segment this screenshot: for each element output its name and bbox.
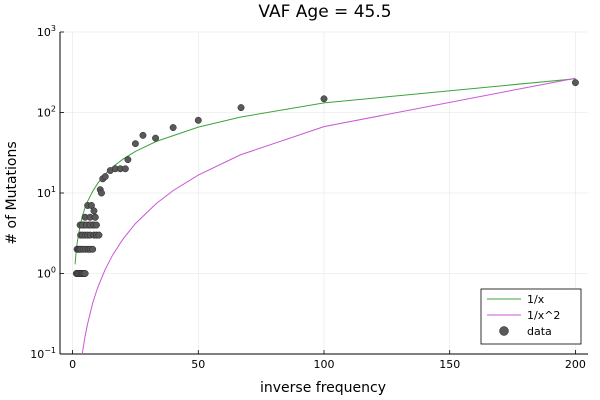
data-point [81, 270, 89, 277]
legend-box [480, 288, 582, 345]
y-tick-label: 102 [37, 105, 56, 120]
data-point [169, 124, 177, 132]
legend-label-1-x-2: 1/x^2 [527, 309, 560, 322]
data-point [121, 165, 129, 173]
data-point [139, 131, 147, 139]
data-point [131, 140, 139, 148]
data-point [90, 207, 98, 215]
y-tick-label: 100 [37, 266, 56, 281]
y-tick-label: 101 [37, 185, 56, 200]
data-point [571, 79, 579, 87]
data-point [237, 104, 245, 112]
data-point [124, 156, 132, 164]
series-line-1-x-2 [81, 77, 576, 354]
y-tick-label: 103 [37, 24, 56, 39]
x-tick-label: 200 [565, 358, 586, 371]
x-tick-label: 150 [439, 358, 460, 371]
x-tick-label: 0 [69, 358, 76, 371]
data-point [194, 116, 202, 124]
data-point [152, 134, 159, 142]
legend-swatch-data [499, 326, 509, 336]
data-point [320, 95, 328, 103]
data-point [98, 189, 105, 197]
legend: 1/x 1/x^2 data [480, 288, 582, 345]
axes: 0 50 100 150 200 10−1 100 101 102 103 [30, 24, 588, 371]
x-tick-label: 100 [314, 358, 335, 371]
legend-label-1-x: 1/x [527, 293, 545, 306]
y-tick-label: 10−1 [30, 346, 56, 361]
data-point [89, 245, 97, 253]
data-point [91, 213, 99, 221]
y-axis-label: # of Mutations [4, 141, 20, 244]
data-point [95, 231, 103, 239]
chart-title: VAF Age = 45.5 [258, 2, 391, 22]
data-point [101, 173, 109, 181]
legend-label-data: data [527, 325, 552, 338]
x-axis-label: inverse frequency [260, 380, 386, 396]
x-tick-label: 50 [191, 358, 205, 371]
data-point [93, 221, 100, 229]
series-layer [72, 77, 579, 354]
